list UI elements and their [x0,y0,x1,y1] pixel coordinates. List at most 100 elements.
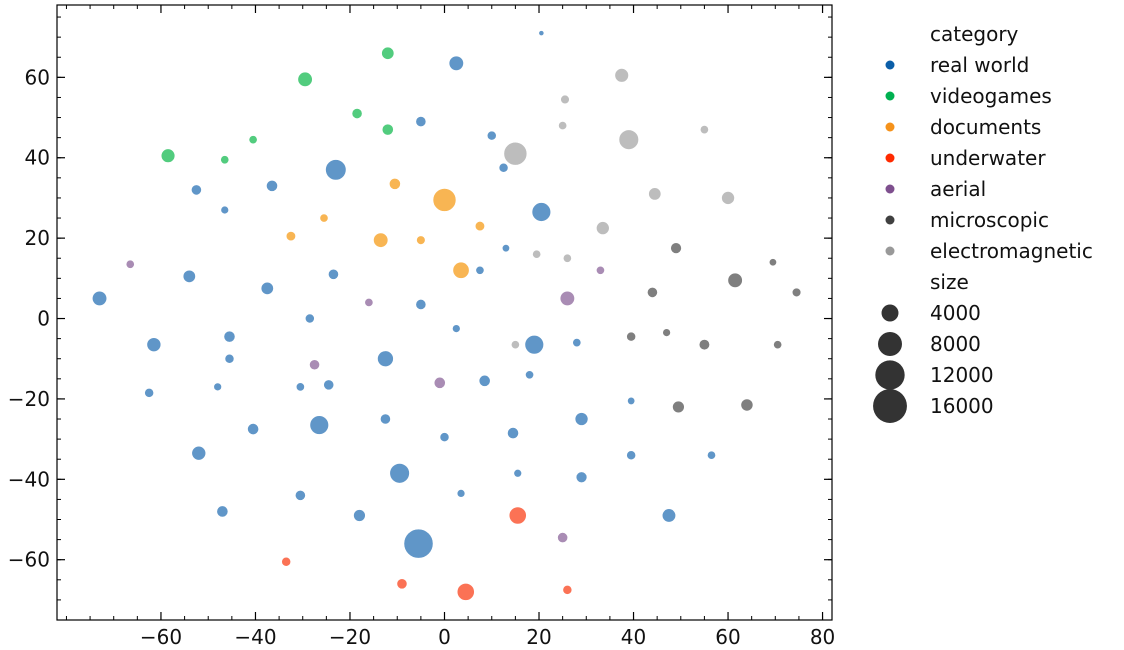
data-point-real-world [327,268,340,280]
legend-label-videogames: videogames [930,84,1052,108]
data-point-real-world [191,445,207,461]
data-point-real-world [524,334,545,355]
data-point-real-world [323,379,335,391]
x-tick-label: −40 [234,625,276,649]
legend-marker-electromagnetic [885,246,895,256]
legend-marker-documents [885,122,895,132]
data-point-microscopic [626,331,637,342]
x-tick-label: 0 [438,625,451,649]
data-point-real-world [265,179,279,192]
data-point-documents [388,177,401,190]
data-point-electromagnetic [560,94,570,105]
data-point-real-world [403,528,434,559]
data-point-underwater [508,506,527,525]
data-point-documents [319,213,329,223]
legend-marker-underwater [885,153,895,163]
data-point-microscopic [646,286,659,298]
data-point-real-world [389,462,410,484]
data-point-microscopic [768,258,778,267]
legend-label-electromagnetic: electromagnetic [930,239,1093,263]
data-point-underwater [281,556,292,567]
data-point-electromagnetic [558,120,568,131]
data-point-real-world [574,412,589,426]
data-point-microscopic [727,272,743,289]
data-point-microscopic [773,340,783,350]
data-point-underwater [396,578,408,590]
data-point-real-world [353,509,366,522]
legend-size-marker [873,389,907,423]
data-point-microscopic [662,328,672,338]
data-point-real-world [325,159,347,181]
data-point-microscopic [698,338,711,351]
legend: category real world videogames documents und… [873,22,1093,423]
data-point-real-world [661,508,677,523]
y-tick-label: 60 [25,65,50,89]
y-tick-label: 20 [25,226,50,250]
data-point-electromagnetic [699,124,710,135]
data-point-documents [432,187,457,212]
data-point-real-world [498,162,509,173]
data-point-real-world [213,382,223,392]
data-point-microscopic [672,400,685,414]
x-tick-label: 20 [526,625,551,649]
y-tick-label: −40 [8,467,50,491]
data-point-videogames [381,123,394,136]
data-point-videogames [381,46,395,60]
data-point-aerial [595,265,606,275]
legend-label-aerial: aerial [930,177,986,201]
data-point-real-world [478,374,491,387]
y-tick-label: −60 [8,548,50,572]
data-point-real-world [451,324,461,333]
x-tick-label: 60 [715,625,740,649]
legend-size-label: 4000 [930,301,981,325]
data-point-real-world [91,290,108,307]
data-point-aerial [559,290,576,307]
data-point-real-world [706,450,717,460]
legend-label-microscopic: microscopic [930,208,1049,232]
data-point-electromagnetic [648,187,662,201]
data-point-videogames [160,148,176,164]
data-point-real-world [295,382,306,392]
data-point-real-world [182,269,197,284]
data-point-microscopic [670,242,682,255]
data-point-aerial [557,532,569,544]
data-point-videogames [220,155,230,165]
data-point-real-world [146,337,162,353]
data-point-real-world [190,184,202,196]
data-point-documents [474,220,486,232]
data-point-real-world [379,413,392,425]
data-point-microscopic [791,287,802,298]
data-point-aerial [125,259,135,269]
data-point-real-world [415,115,427,128]
data-point-real-world [376,350,394,368]
data-point-aerial [308,359,321,371]
data-point-real-world [506,427,520,440]
legend-size-label: 16000 [930,394,994,418]
data-point-real-world [439,432,450,443]
data-point-videogames [351,107,363,120]
data-point-electromagnetic [614,67,630,83]
data-point-real-world [260,281,274,296]
legend-size-marker [878,332,902,356]
legend-size-marker [875,360,905,390]
data-point-real-world [144,387,155,398]
data-point-real-world [456,488,466,498]
data-point-real-world [223,330,236,343]
data-point-videogames [297,71,313,88]
legend-size-label: 8000 [930,332,981,356]
data-point-videogames [248,135,258,145]
legend-hue-title: category [930,22,1019,46]
data-point-aerial [364,297,374,308]
data-point-real-world [224,353,235,364]
legend-label-real-world: real world [930,53,1029,77]
data-point-microscopic [740,398,754,412]
legend-size-marker [881,304,899,322]
data-point-documents [372,232,389,248]
data-point-electromagnetic [721,190,736,205]
legend-marker-microscopic [885,215,895,225]
legend-marker-aerial [885,184,895,194]
data-point-real-world [247,422,260,436]
data-point-underwater [562,584,573,595]
data-point-electromagnetic [503,141,528,166]
